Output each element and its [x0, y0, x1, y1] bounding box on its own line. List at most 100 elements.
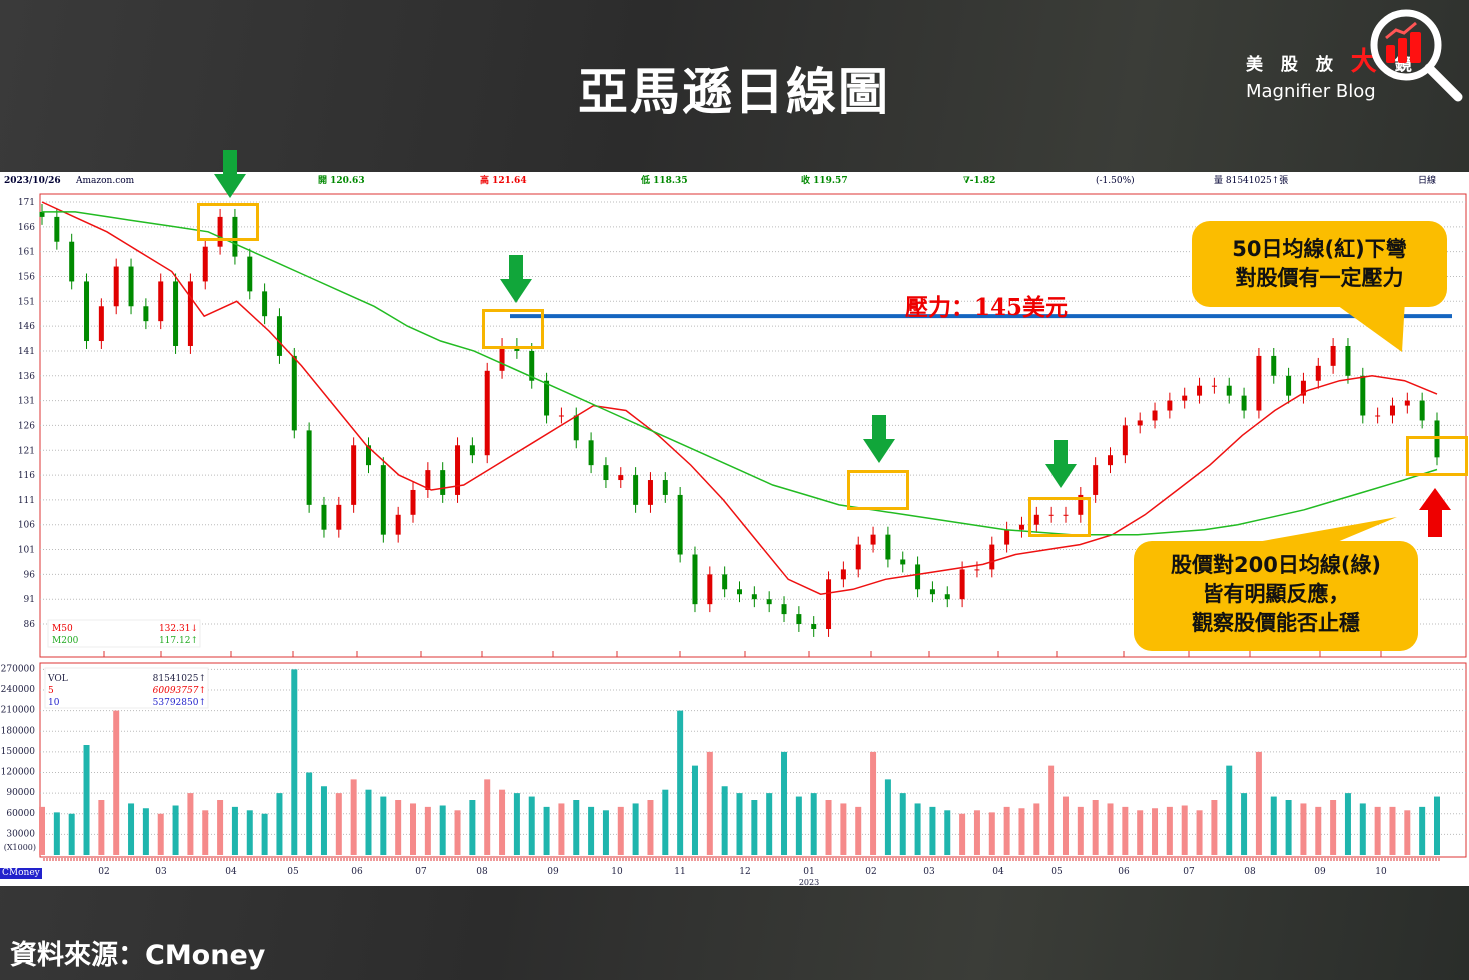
highlight-box [197, 203, 259, 241]
xtick-label: 03 [155, 867, 167, 877]
legend-m50-value: 132.31↓ [159, 624, 198, 634]
volume-bar [751, 800, 758, 855]
volume-bar [157, 813, 164, 855]
callout-line: 股價對200日均線(綠) [1170, 553, 1382, 577]
candle-body [336, 504, 342, 530]
volume-bar [306, 772, 313, 855]
candle-body [113, 266, 119, 307]
candle-body [722, 574, 728, 590]
candle-body [1404, 400, 1410, 406]
candle-body [425, 470, 431, 490]
candle-body [365, 445, 371, 466]
candle-body [647, 480, 653, 505]
candle-body [1286, 375, 1292, 396]
red-arrow-icon [1419, 488, 1451, 537]
candle-body [128, 266, 134, 307]
volume-bar [825, 800, 832, 855]
candle-body [232, 216, 238, 257]
xtick-year: 2023 [799, 878, 819, 887]
xtick-label: 05 [287, 867, 299, 877]
volume-bar [261, 813, 268, 855]
candle-body [484, 370, 490, 456]
volume-ytick-label: 60000 [6, 809, 35, 819]
callout-line: 皆有明顯反應， [1202, 582, 1350, 606]
volume-ytick-label: 210000 [1, 706, 36, 716]
highlight-box [1406, 436, 1468, 476]
candle-body [558, 415, 564, 417]
vol-legend-box [44, 667, 209, 709]
highlight-box [1028, 497, 1091, 537]
volume-bar [1137, 810, 1144, 855]
xtick-label: 04 [992, 867, 1004, 877]
volume-bar [973, 810, 980, 855]
green-arrow-icon [1045, 440, 1077, 488]
candle-body [469, 445, 475, 456]
xtick-label: 03 [923, 867, 935, 877]
price-ytick-label: 171 [18, 198, 35, 208]
candle-body [959, 569, 965, 600]
candle-body [662, 480, 668, 495]
volume-bar [691, 765, 698, 855]
candle-body [291, 355, 297, 431]
header-change: ∇-1.82 [963, 176, 996, 186]
candle-body [692, 554, 698, 605]
volume-bar [558, 803, 565, 855]
volume-bar [1107, 803, 1114, 855]
candle-body [410, 489, 416, 515]
legend-vol-value: 81541025↑ [153, 674, 206, 684]
volume-bar [959, 813, 966, 855]
resistance-label: 壓力：145美元 [905, 294, 1069, 321]
price-ytick-label: 131 [18, 397, 35, 407]
callout-bottom: 股價對200日均線(綠) 皆有明顯反應， 觀察股價能否止穩 [1134, 541, 1418, 651]
candle-body [1375, 415, 1381, 417]
volume-bar [187, 793, 194, 855]
candle-body [677, 494, 683, 555]
volume-bar [1374, 806, 1381, 855]
volume-bar [988, 812, 995, 855]
volume-bar [410, 803, 417, 855]
candle-body [39, 211, 45, 217]
xtick-label: 02 [865, 867, 876, 877]
xtick-label: 10 [1375, 867, 1387, 877]
volume-bar [662, 789, 669, 855]
price-ytick-label: 101 [18, 546, 35, 556]
candle-body [173, 281, 179, 346]
xtick-label: 11 [674, 867, 685, 877]
candle-body [1300, 380, 1306, 396]
header-high: 高 121.64 [480, 176, 527, 186]
callout-top: 50日均線(紅)下彎 對股價有一定壓力 [1192, 221, 1447, 307]
candle-body [1182, 395, 1188, 401]
legend-m200-name: M200 [52, 636, 79, 646]
candle-body [1197, 385, 1203, 396]
volume-bar [588, 806, 595, 855]
volume-bar [320, 786, 327, 855]
xtick-label: 10 [611, 867, 623, 877]
volume-bar [83, 745, 90, 855]
candle-body [276, 316, 282, 356]
volume-bar [810, 793, 817, 855]
candle-body [1048, 514, 1054, 516]
candle-body [499, 345, 505, 371]
volume-bar [929, 806, 936, 855]
volume-bar [1285, 800, 1292, 855]
candle-body [440, 470, 446, 495]
volume-bar [1092, 800, 1099, 855]
price-ytick-label: 141 [18, 347, 35, 357]
volume-bar [113, 710, 120, 855]
volume-bar [1003, 806, 1010, 855]
price-ytick-label: 146 [18, 322, 35, 332]
volume-bar [766, 793, 773, 855]
candle-body [781, 604, 787, 615]
candle-body [1419, 400, 1425, 421]
volume-panel-frame [39, 662, 1467, 858]
volume-bar [246, 810, 253, 855]
volume-bar [1255, 751, 1262, 855]
volume-bar [39, 806, 45, 855]
xtick-label: 04 [225, 867, 237, 877]
volume-bar [840, 803, 847, 855]
candle-body [573, 415, 579, 441]
callout-line: 50日均線(紅)下彎 [1232, 237, 1407, 261]
logo-text: 美 股 放 [1246, 55, 1351, 75]
candle-body [885, 534, 891, 560]
volume-bar [870, 751, 877, 855]
